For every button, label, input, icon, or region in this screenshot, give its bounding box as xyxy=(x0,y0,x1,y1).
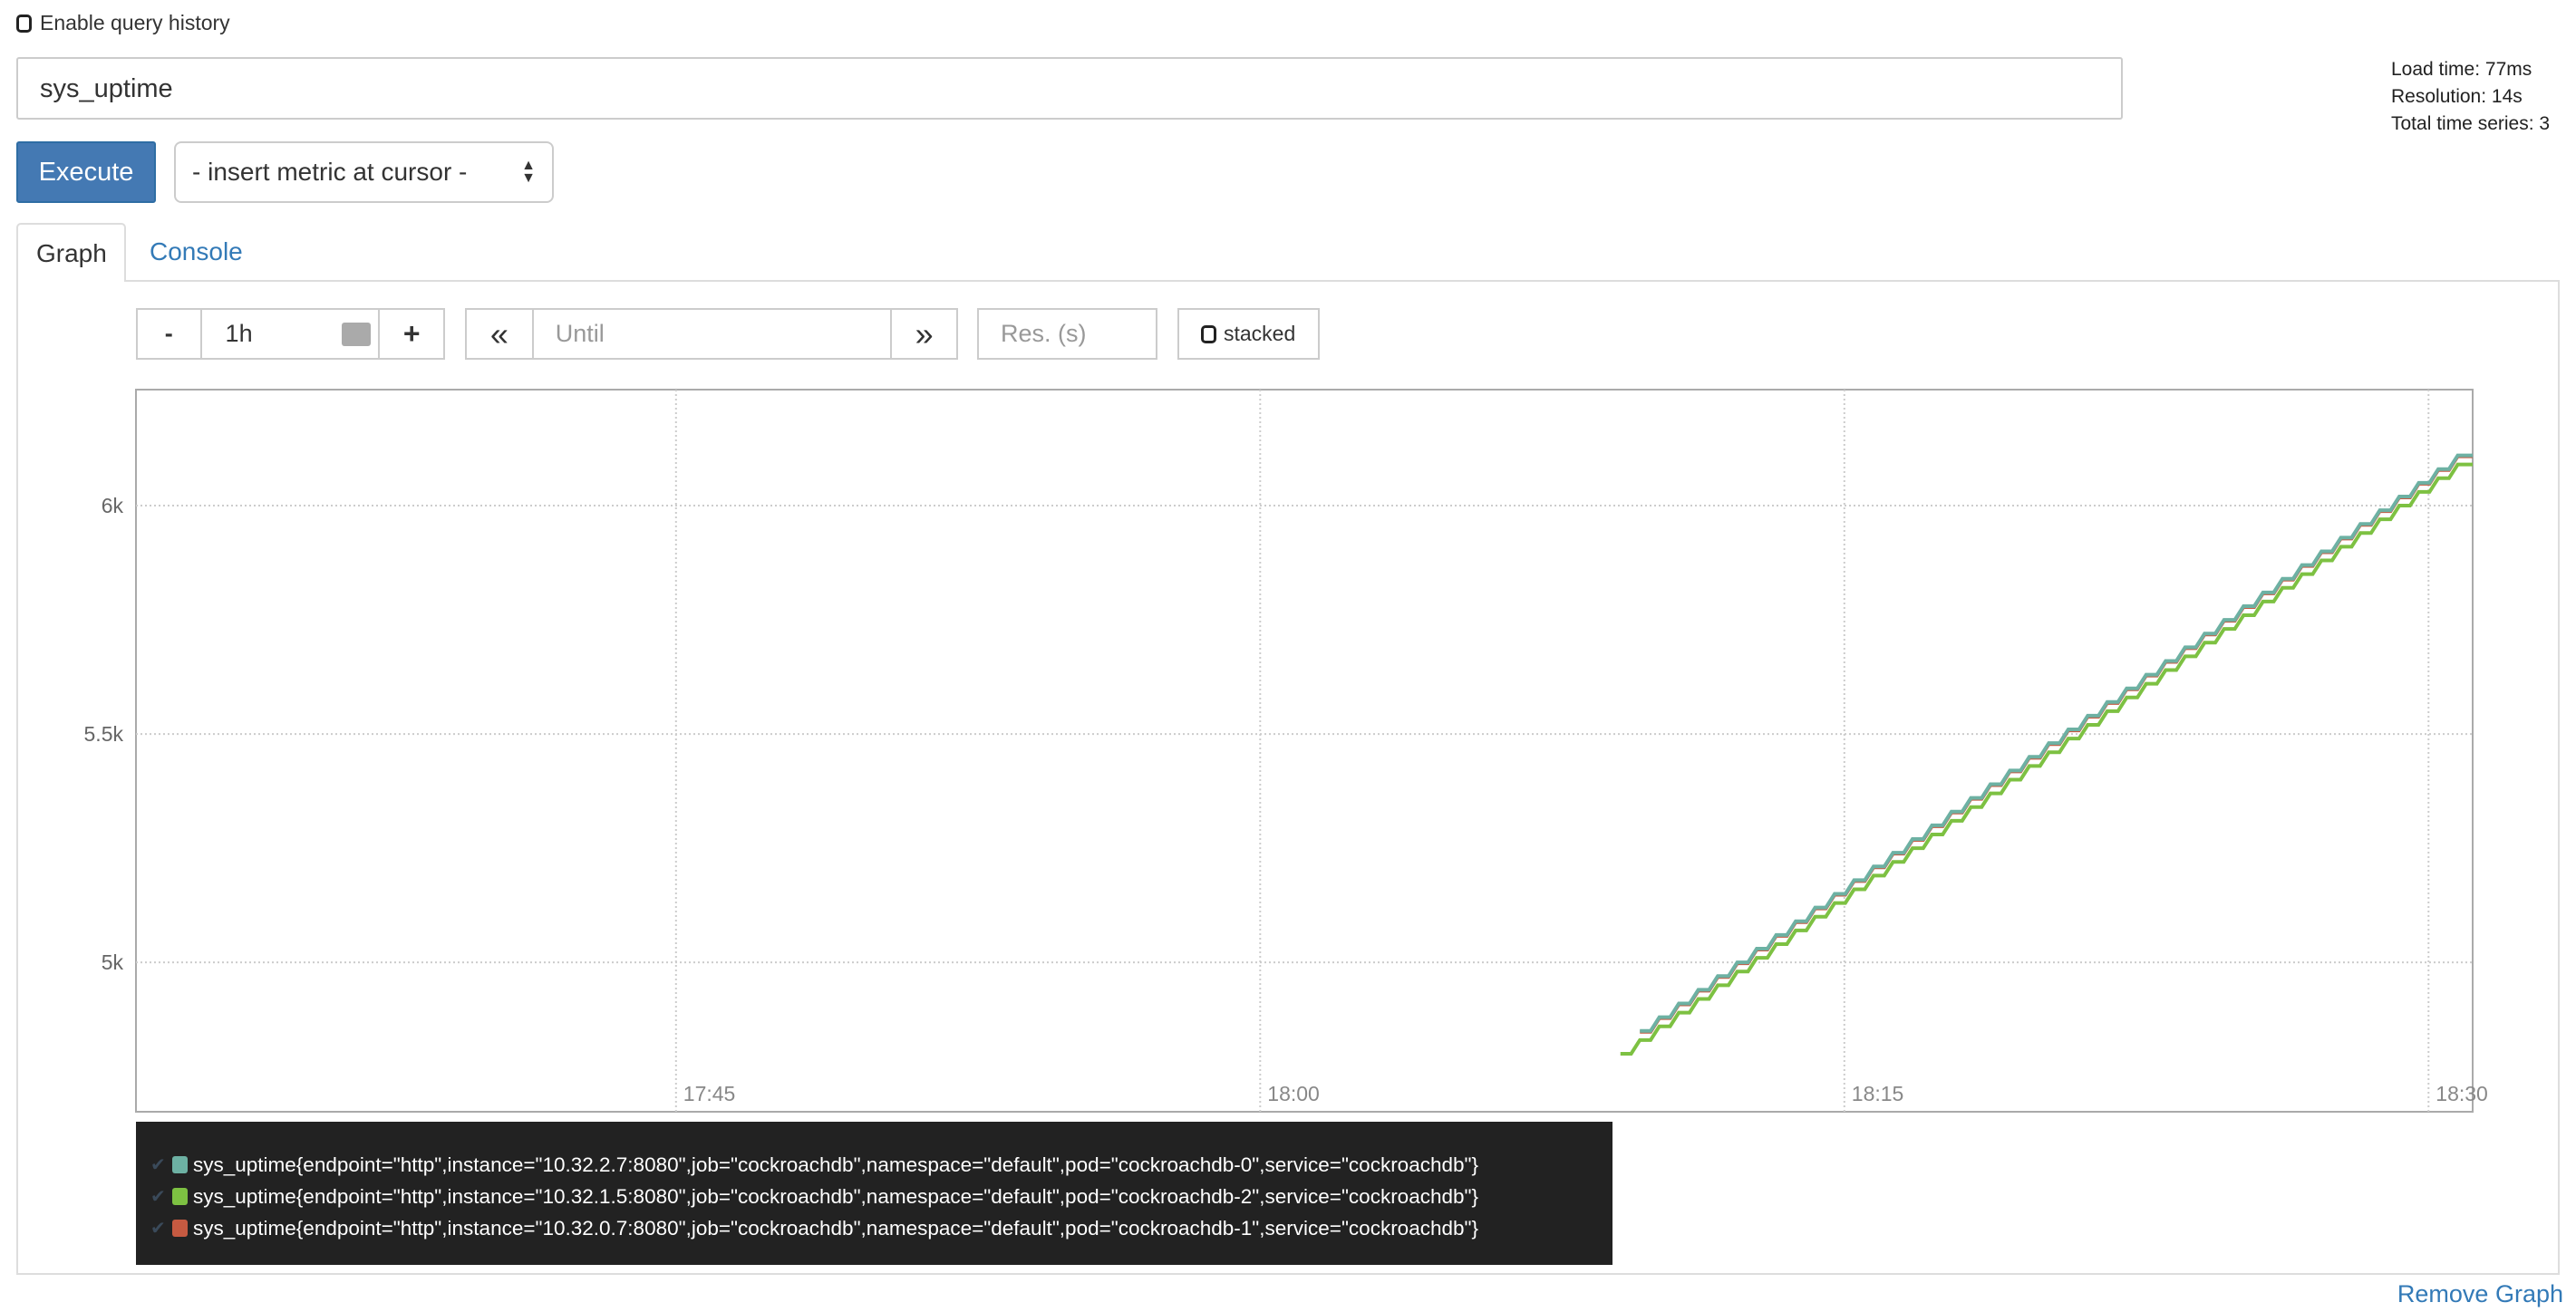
legend: ✔ sys_uptime{endpoint="http",instance="10… xyxy=(136,1122,1612,1265)
checkbox-icon[interactable] xyxy=(1201,324,1216,343)
tab-console[interactable]: Console xyxy=(150,237,243,265)
remove-graph-link[interactable]: Remove Graph xyxy=(2397,1280,2563,1307)
legend-swatch xyxy=(172,1220,188,1237)
execute-button[interactable]: Execute xyxy=(16,141,156,203)
resolution: Resolution: 14s xyxy=(2391,86,2523,107)
query-info: Load time: 77ms Resolution: 14s Total ti… xyxy=(2391,56,2550,138)
range-input[interactable]: 1h xyxy=(202,310,381,358)
check-icon: ✔ xyxy=(150,1155,166,1175)
load-time: Load time: 77ms xyxy=(2391,59,2532,80)
series-line xyxy=(1620,462,2473,1056)
stacked-label: stacked xyxy=(1224,322,1296,345)
y-tick-label: 5.5k xyxy=(84,722,124,746)
range-control: - 1h + xyxy=(136,308,445,360)
until-input[interactable]: Until xyxy=(534,310,893,358)
step-back-button[interactable]: « xyxy=(467,310,534,358)
x-tick-label: 18:30 xyxy=(2436,1082,2488,1105)
legend-swatch xyxy=(172,1156,188,1173)
resolution-input[interactable]: Res. (s) xyxy=(977,308,1157,360)
x-tick-label: 18:00 xyxy=(1267,1082,1320,1105)
insert-metric-select-value: - insert metric at cursor - xyxy=(192,158,468,186)
total-time-series: Total time series: 3 xyxy=(2391,113,2551,134)
check-icon: ✔ xyxy=(150,1187,166,1207)
calendar-icon xyxy=(342,322,372,346)
graph-panel xyxy=(16,280,2560,1275)
enable-query-history-checkbox[interactable]: Enable query history xyxy=(16,11,230,35)
series-line xyxy=(1640,453,2473,1033)
step-forward-button[interactable]: » xyxy=(915,314,934,352)
checkbox-icon[interactable] xyxy=(16,14,32,33)
check-icon: ✔ xyxy=(150,1219,166,1239)
legend-label: sys_uptime{endpoint="http",instance="10.… xyxy=(193,1153,1479,1176)
insert-metric-select[interactable]: - insert metric at cursor - ▲ ▼ xyxy=(174,141,554,203)
range-value: 1h xyxy=(225,320,253,347)
x-tick-label: 17:45 xyxy=(683,1082,736,1105)
stacked-toggle[interactable]: stacked xyxy=(1177,308,1320,360)
legend-item[interactable]: ✔ sys_uptime{endpoint="http",instance="10… xyxy=(136,1212,1612,1244)
end-time-control: « Until » xyxy=(465,308,958,360)
select-arrows-icon: ▲ ▼ xyxy=(521,158,536,186)
increase-range-button[interactable]: + xyxy=(402,317,421,350)
x-tick-label: 18:15 xyxy=(1852,1082,1904,1105)
legend-label: sys_uptime{endpoint="http",instance="10.… xyxy=(193,1216,1479,1240)
legend-item[interactable]: ✔ sys_uptime{endpoint="http",instance="10… xyxy=(136,1149,1612,1181)
expression-input[interactable]: sys_uptime xyxy=(16,57,2123,120)
legend-item[interactable]: ✔ sys_uptime{endpoint="http",instance="10… xyxy=(136,1181,1612,1212)
decrease-range-button[interactable]: - xyxy=(138,310,202,358)
enable-query-history-label: Enable query history xyxy=(40,11,230,34)
y-tick-label: 6k xyxy=(102,494,124,517)
legend-label: sys_uptime{endpoint="http",instance="10.… xyxy=(193,1184,1479,1208)
plot-frame xyxy=(135,389,2474,1113)
tab-graph[interactable]: Graph xyxy=(16,223,126,282)
legend-swatch xyxy=(172,1188,188,1205)
y-tick-label: 5k xyxy=(102,950,124,974)
